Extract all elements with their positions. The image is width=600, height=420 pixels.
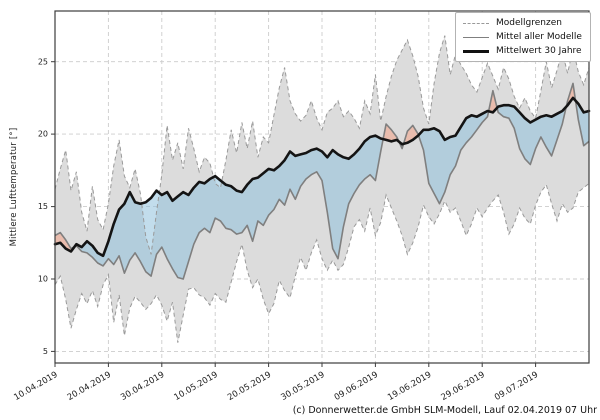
y-axis-ticks: 5 10 15 20 25 [38, 57, 55, 356]
x-tick-label: 30.05.2019 [279, 370, 326, 403]
gray-line-icon [463, 36, 489, 38]
legend-label: Mittelwert 30 Jahre [496, 46, 582, 56]
model-max-line [54, 35, 590, 255]
model-envelope-fill [55, 35, 589, 343]
dashed-line-icon [463, 22, 489, 24]
below-normal-fill [74, 100, 589, 279]
legend-item-modellgrenzen: Modellgrenzen [463, 18, 583, 28]
x-tick-label: 10.04.2019 [12, 370, 59, 403]
legend-item-mittel-aller-modelle: Mittel aller Modelle [463, 32, 583, 42]
y-tick-label: 10 [38, 275, 48, 284]
legend-item-mittelwert-30-jahre: Mittelwert 30 Jahre [463, 46, 583, 56]
x-tick-label: 30.04.2019 [119, 370, 166, 403]
ensemble-mean-line [54, 82, 590, 280]
black-line-icon [463, 49, 489, 53]
x-tick-label: 09.07.2019 [493, 370, 540, 403]
x-tick-label: 19.06.2019 [386, 370, 433, 403]
model-min-line [54, 183, 590, 343]
y-tick-label: 15 [38, 202, 48, 211]
legend-label: Mittel aller Modelle [496, 32, 582, 42]
legend: Modellgrenzen Mittel aller Modelle Mitte… [455, 12, 591, 62]
climate-mean-line [53, 96, 591, 258]
legend-label: Modellgrenzen [496, 18, 562, 28]
x-axis-ticks: 10.04.2019 20.04.2019 30.04.2019 10.05.2019… [12, 363, 540, 403]
x-tick-label: 09.06.2019 [333, 370, 380, 403]
y-axis-label: Mittlere Lufttemperatur [°] [9, 127, 19, 247]
y-tick-label: 25 [38, 57, 48, 66]
copyright-caption: (c) Donnerwetter.de GmbH SLM-Modell, Lau… [292, 405, 597, 416]
y-tick-label: 5 [43, 347, 48, 356]
x-tick-label: 29.06.2019 [440, 370, 487, 403]
y-tick-label: 20 [38, 130, 48, 139]
x-tick-label: 20.05.2019 [226, 370, 273, 403]
x-tick-label: 10.05.2019 [173, 370, 220, 403]
x-tick-label: 20.04.2019 [66, 370, 113, 403]
